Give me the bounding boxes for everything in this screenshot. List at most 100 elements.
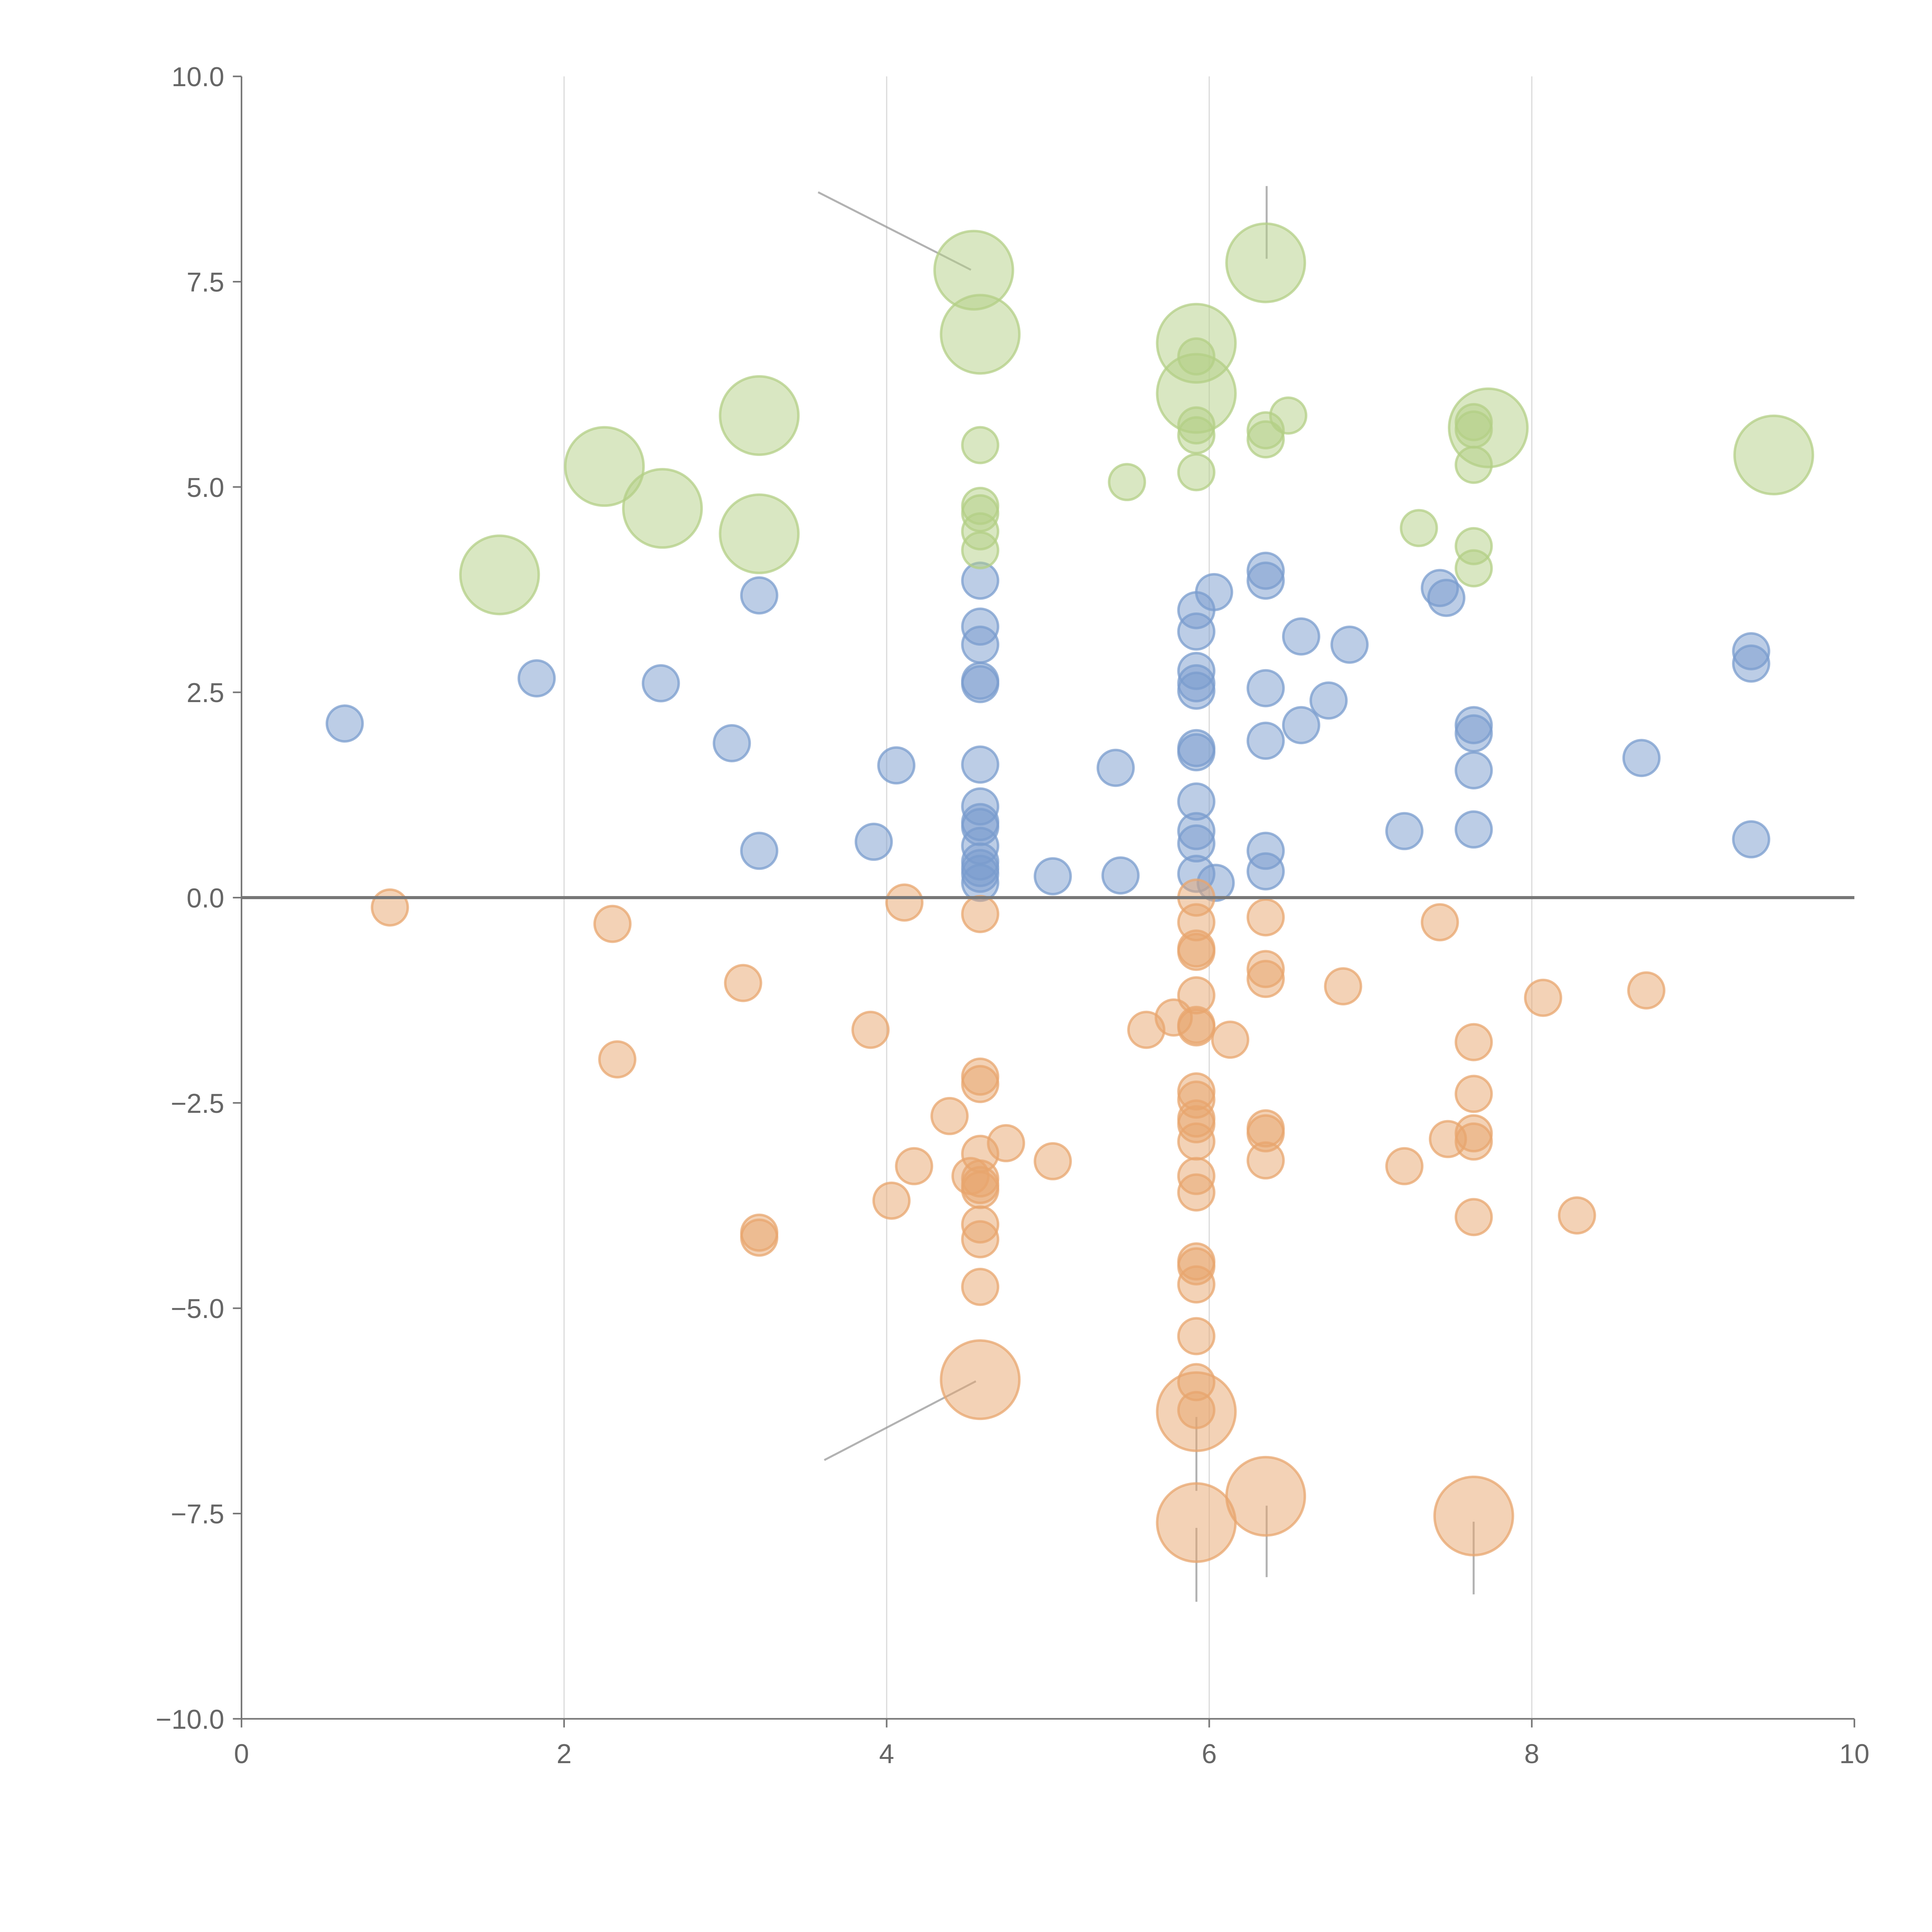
data-point-blue: [740, 832, 779, 870]
data-point-orange: [593, 905, 632, 943]
data-point-green: [1177, 453, 1216, 492]
data-point-orange: [885, 883, 923, 922]
data-point-orange: [1524, 978, 1562, 1017]
data-point-green: [1454, 549, 1493, 588]
data-point-blue: [1454, 751, 1493, 790]
data-point-orange: [1177, 1317, 1216, 1355]
x-tick-label: 6: [1202, 1738, 1217, 1769]
data-point-orange: [1034, 1142, 1072, 1180]
data-point-green: [719, 375, 800, 456]
data-point-orange: [1247, 898, 1285, 937]
data-point-green: [1247, 420, 1285, 459]
x-tick-label: 4: [879, 1738, 894, 1769]
data-point-blue: [1282, 617, 1320, 656]
data-point-orange: [1324, 967, 1362, 1005]
y-tick-label: −7.5: [171, 1499, 224, 1529]
x-tick-label: 2: [556, 1738, 571, 1769]
y-tick-label: 7.5: [187, 267, 224, 298]
y-tick-label: 10.0: [172, 61, 224, 92]
data-point-orange: [1177, 1122, 1216, 1161]
data-point-orange: [1177, 932, 1216, 971]
data-point-orange: [961, 1267, 1000, 1306]
y-tick-label: 2.5: [187, 677, 224, 708]
data-point-orange: [1385, 1147, 1423, 1185]
data-point-green: [1733, 414, 1814, 496]
data-point-green: [961, 426, 1000, 464]
data-point-blue: [1247, 721, 1285, 760]
data-point-orange: [1558, 1196, 1596, 1235]
data-point-orange: [1177, 1008, 1216, 1047]
data-point-blue: [961, 665, 1000, 703]
data-point-orange: [598, 1040, 636, 1079]
data-point-orange: [740, 1218, 779, 1257]
data-point-blue: [1330, 625, 1369, 664]
y-tick-label: −2.5: [171, 1088, 224, 1119]
data-point-orange: [1211, 1020, 1250, 1059]
data-point-blue: [1282, 706, 1320, 745]
y-tick-label: 0.0: [187, 883, 224, 913]
data-point-blue: [1177, 733, 1216, 772]
data-points: [325, 222, 1814, 1563]
data-point-green: [1269, 396, 1308, 435]
data-point-blue: [1096, 748, 1135, 787]
data-point-orange: [1454, 1122, 1493, 1161]
data-point-green: [1177, 337, 1216, 376]
data-point-orange: [872, 1181, 911, 1220]
data-point-green: [961, 531, 1000, 570]
data-point-blue: [961, 625, 1000, 664]
data-point-orange: [961, 1220, 1000, 1259]
data-point-green: [564, 426, 645, 507]
data-point-blue: [1454, 714, 1493, 753]
data-point-green: [459, 534, 540, 616]
data-point-blue: [1622, 739, 1661, 777]
x-tick-label: 8: [1524, 1738, 1539, 1769]
data-point-orange: [940, 1339, 1021, 1420]
data-point-green: [719, 493, 800, 575]
data-point-orange: [1454, 1023, 1493, 1061]
y-tick-label: −10.0: [156, 1704, 224, 1735]
series-green: [459, 222, 1814, 616]
data-point-orange: [1454, 1198, 1493, 1236]
data-point-blue: [1427, 578, 1466, 617]
data-point-orange: [951, 1157, 990, 1195]
data-point-orange: [961, 1065, 1000, 1103]
y-tick-label: −5.0: [171, 1293, 224, 1324]
data-point-orange: [1627, 971, 1666, 1010]
data-point-orange: [1156, 1482, 1237, 1563]
x-tick-label: 10: [1839, 1738, 1869, 1769]
data-point-blue: [740, 576, 779, 615]
data-point-blue: [1195, 573, 1233, 611]
data-point-orange: [1247, 960, 1285, 998]
data-point-blue: [854, 823, 893, 861]
data-point-orange: [1225, 1456, 1306, 1537]
data-point-blue: [961, 745, 1000, 784]
data-point-green: [940, 294, 1021, 375]
y-tick-label: 5.0: [187, 472, 224, 503]
axes: 0 2 4 6 8 10 10.0 7.5 5.0 2.5 0.0 −2.5 −5.0 −7.5 −10.0: [156, 61, 1869, 1769]
data-point-blue: [1385, 812, 1423, 850]
data-point-blue: [1732, 644, 1770, 683]
data-point-orange: [371, 888, 409, 927]
data-point-green: [1454, 410, 1493, 449]
data-point-green: [1177, 416, 1216, 454]
data-point-blue: [1247, 669, 1285, 707]
data-point-orange: [1177, 1173, 1216, 1212]
data-point-blue: [1247, 852, 1285, 891]
data-point-green: [1225, 222, 1306, 303]
data-point-blue: [1177, 672, 1216, 710]
data-point-orange: [851, 1010, 890, 1049]
data-point-blue: [325, 704, 364, 743]
data-point-orange: [987, 1124, 1025, 1162]
data-point-green: [622, 468, 703, 549]
data-point-blue: [1732, 820, 1770, 859]
series-orange: [371, 878, 1666, 1563]
data-point-blue: [1034, 857, 1072, 896]
data-point-orange: [1454, 1075, 1493, 1113]
data-point-green: [1454, 446, 1493, 484]
data-point-orange: [930, 1097, 969, 1135]
data-point-blue: [713, 724, 751, 762]
data-point-orange: [961, 895, 1000, 933]
data-point-green: [1108, 463, 1146, 502]
